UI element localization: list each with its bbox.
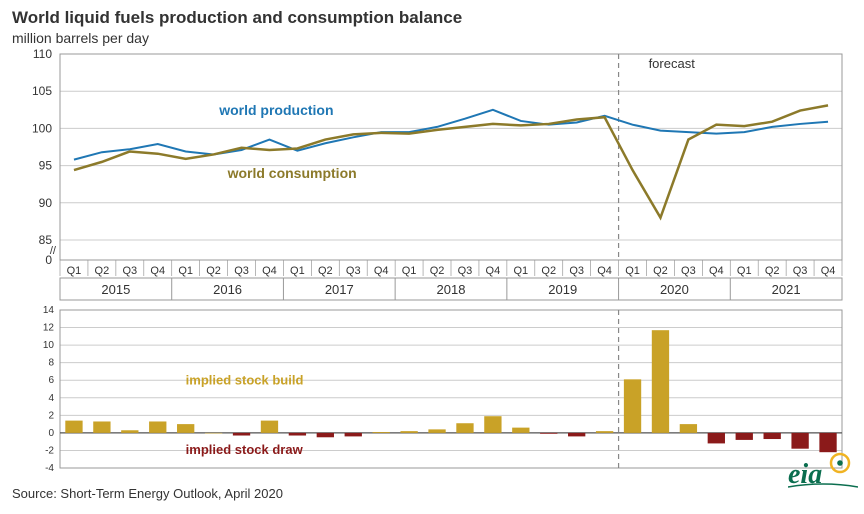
svg-text:6: 6 (48, 375, 54, 386)
chart-subtitle: million barrels per day (12, 30, 864, 46)
svg-text:-4: -4 (45, 463, 54, 474)
svg-text:Q4: Q4 (486, 265, 501, 277)
svg-text:Q2: Q2 (206, 265, 221, 277)
chart-title: World liquid fuels production and consum… (12, 8, 864, 28)
svg-text:Q2: Q2 (430, 265, 445, 277)
svg-text:10: 10 (43, 340, 55, 351)
svg-text:2020: 2020 (660, 282, 689, 297)
svg-text://: // (50, 245, 57, 257)
chart-container: { "title": "World liquid fuels productio… (12, 8, 864, 501)
svg-text:Q3: Q3 (234, 265, 249, 277)
svg-text:Q3: Q3 (346, 265, 361, 277)
svg-text:2018: 2018 (437, 282, 466, 297)
svg-text:Q2: Q2 (95, 265, 110, 277)
svg-text:Q3: Q3 (458, 265, 473, 277)
svg-text:-2: -2 (45, 445, 54, 456)
svg-text:4: 4 (48, 393, 54, 404)
svg-text:2015: 2015 (101, 282, 130, 297)
svg-text:Q3: Q3 (122, 265, 137, 277)
svg-text:Q2: Q2 (765, 265, 780, 277)
svg-text:Q1: Q1 (178, 265, 193, 277)
svg-text:0: 0 (48, 428, 54, 439)
svg-text:2021: 2021 (772, 282, 801, 297)
svg-text:Q1: Q1 (625, 265, 640, 277)
svg-text:Q4: Q4 (374, 265, 389, 277)
svg-text:90: 90 (39, 196, 53, 210)
svg-text:105: 105 (32, 84, 52, 98)
svg-text:Q4: Q4 (150, 265, 165, 277)
svg-text:95: 95 (39, 159, 53, 173)
svg-text:2016: 2016 (213, 282, 242, 297)
svg-text:Q1: Q1 (402, 265, 417, 277)
svg-text:Q3: Q3 (793, 265, 808, 277)
svg-text:12: 12 (43, 323, 55, 334)
svg-text:Q2: Q2 (318, 265, 333, 277)
svg-text:14: 14 (43, 305, 55, 316)
svg-text:8: 8 (48, 358, 54, 369)
svg-text:Q1: Q1 (290, 265, 305, 277)
svg-text:world consumption: world consumption (227, 165, 357, 181)
svg-text:Q4: Q4 (597, 265, 612, 277)
svg-text:implied stock build: implied stock build (186, 373, 304, 388)
svg-text:Q4: Q4 (262, 265, 277, 277)
svg-text:Q1: Q1 (737, 265, 752, 277)
svg-text:forecast: forecast (649, 56, 696, 71)
svg-text:Q1: Q1 (67, 265, 82, 277)
svg-text:Q2: Q2 (541, 265, 556, 277)
svg-text:100: 100 (32, 121, 52, 135)
svg-text:Q4: Q4 (821, 265, 836, 277)
svg-text:Q2: Q2 (653, 265, 668, 277)
svg-text:2: 2 (48, 410, 54, 421)
svg-text:Q1: Q1 (513, 265, 528, 277)
svg-text:110: 110 (33, 47, 52, 61)
svg-text:2017: 2017 (325, 282, 354, 297)
svg-text:Q4: Q4 (709, 265, 724, 277)
chart-svg: 0859095100105110//forecastworld producti… (12, 46, 852, 476)
svg-text:world production: world production (218, 102, 333, 118)
svg-text:implied stock draw: implied stock draw (186, 442, 304, 457)
svg-text:Q3: Q3 (681, 265, 696, 277)
svg-text:Q3: Q3 (569, 265, 584, 277)
source-text: Source: Short-Term Energy Outlook, April… (12, 486, 864, 501)
eia-logo: eia (788, 449, 858, 491)
svg-text:2019: 2019 (548, 282, 577, 297)
